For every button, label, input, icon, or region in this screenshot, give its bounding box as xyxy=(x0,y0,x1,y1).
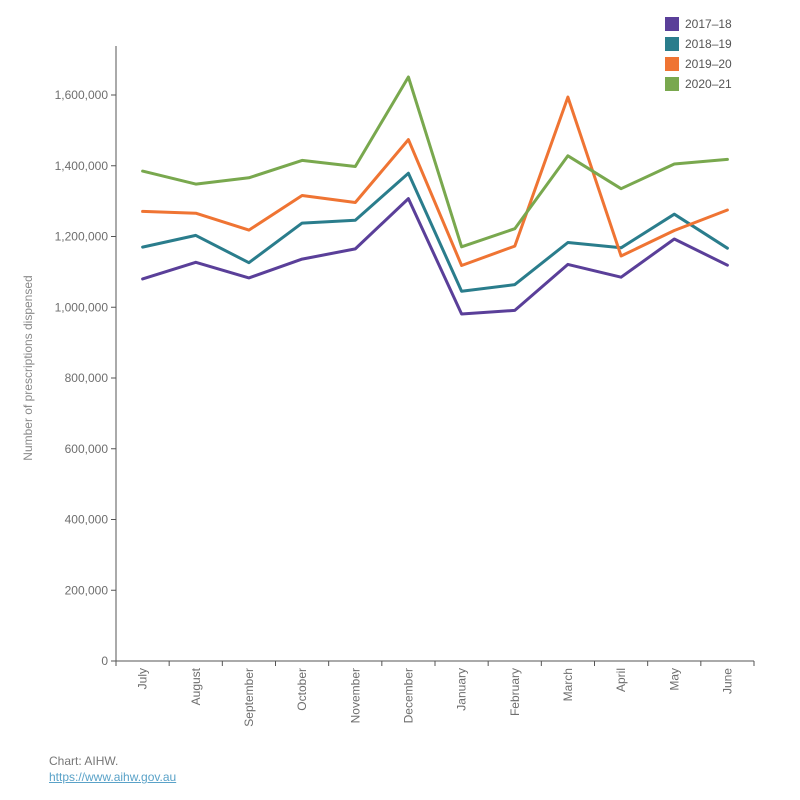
legend-item-2018-19[interactable]: 2018–19 xyxy=(665,34,732,54)
legend-item-2020-21[interactable]: 2020–21 xyxy=(665,74,732,94)
x-tick-label: January xyxy=(455,668,469,711)
x-tick-label: March xyxy=(561,668,575,701)
legend-swatch-2018-19 xyxy=(665,37,679,51)
y-axis-title: Number of prescriptions dispensed xyxy=(21,275,35,460)
series-line-2018-19 xyxy=(141,171,729,293)
legend-item-2017-18[interactable]: 2017–18 xyxy=(665,14,732,34)
legend-swatch-2019-20 xyxy=(665,57,679,71)
legend-label-2019-20: 2019–20 xyxy=(685,57,732,71)
x-tick-label: April xyxy=(614,668,628,692)
legend: 2017–18 2018–19 2019–20 2020–21 xyxy=(665,14,732,94)
x-tick-label: August xyxy=(189,667,203,705)
x-tick-label: November xyxy=(348,668,362,723)
legend-swatch-2017-18 xyxy=(665,17,679,31)
legend-label-2017-18: 2017–18 xyxy=(685,17,732,31)
series-line-2020-21 xyxy=(141,75,729,249)
series-line-2017-18 xyxy=(141,197,729,316)
y-tick-label: 1,000,000 xyxy=(55,300,109,314)
x-tick-label: February xyxy=(508,668,522,716)
source-note: Chart: AIHW. https://www.aihw.gov.au xyxy=(49,753,176,785)
y-tick-label: 600,000 xyxy=(65,442,109,456)
x-tick-label: December xyxy=(401,668,415,723)
y-tick-label: 800,000 xyxy=(65,371,109,385)
x-tick-label: July xyxy=(136,668,150,689)
x-tick-label: October xyxy=(295,668,309,711)
x-tick-label: September xyxy=(242,668,256,727)
y-tick-label: 1,400,000 xyxy=(55,159,109,173)
legend-item-2019-20[interactable]: 2019–20 xyxy=(665,54,732,74)
y-tick-label: 400,000 xyxy=(65,513,109,527)
legend-label-2020-21: 2020–21 xyxy=(685,77,732,91)
source-link[interactable]: https://www.aihw.gov.au xyxy=(49,770,177,784)
y-tick-label: 1,200,000 xyxy=(55,230,109,244)
legend-swatch-2020-21 xyxy=(665,77,679,91)
x-tick-label: May xyxy=(667,668,681,691)
y-tick-label: 200,000 xyxy=(65,583,109,597)
y-tick-label: 0 xyxy=(101,654,108,668)
legend-label-2018-19: 2018–19 xyxy=(685,37,732,51)
x-tick-label: June xyxy=(720,668,734,694)
source-text: Chart: AIHW. xyxy=(49,754,119,768)
series-line-2019-20 xyxy=(141,95,729,267)
y-tick-label: 1,600,000 xyxy=(55,88,109,102)
